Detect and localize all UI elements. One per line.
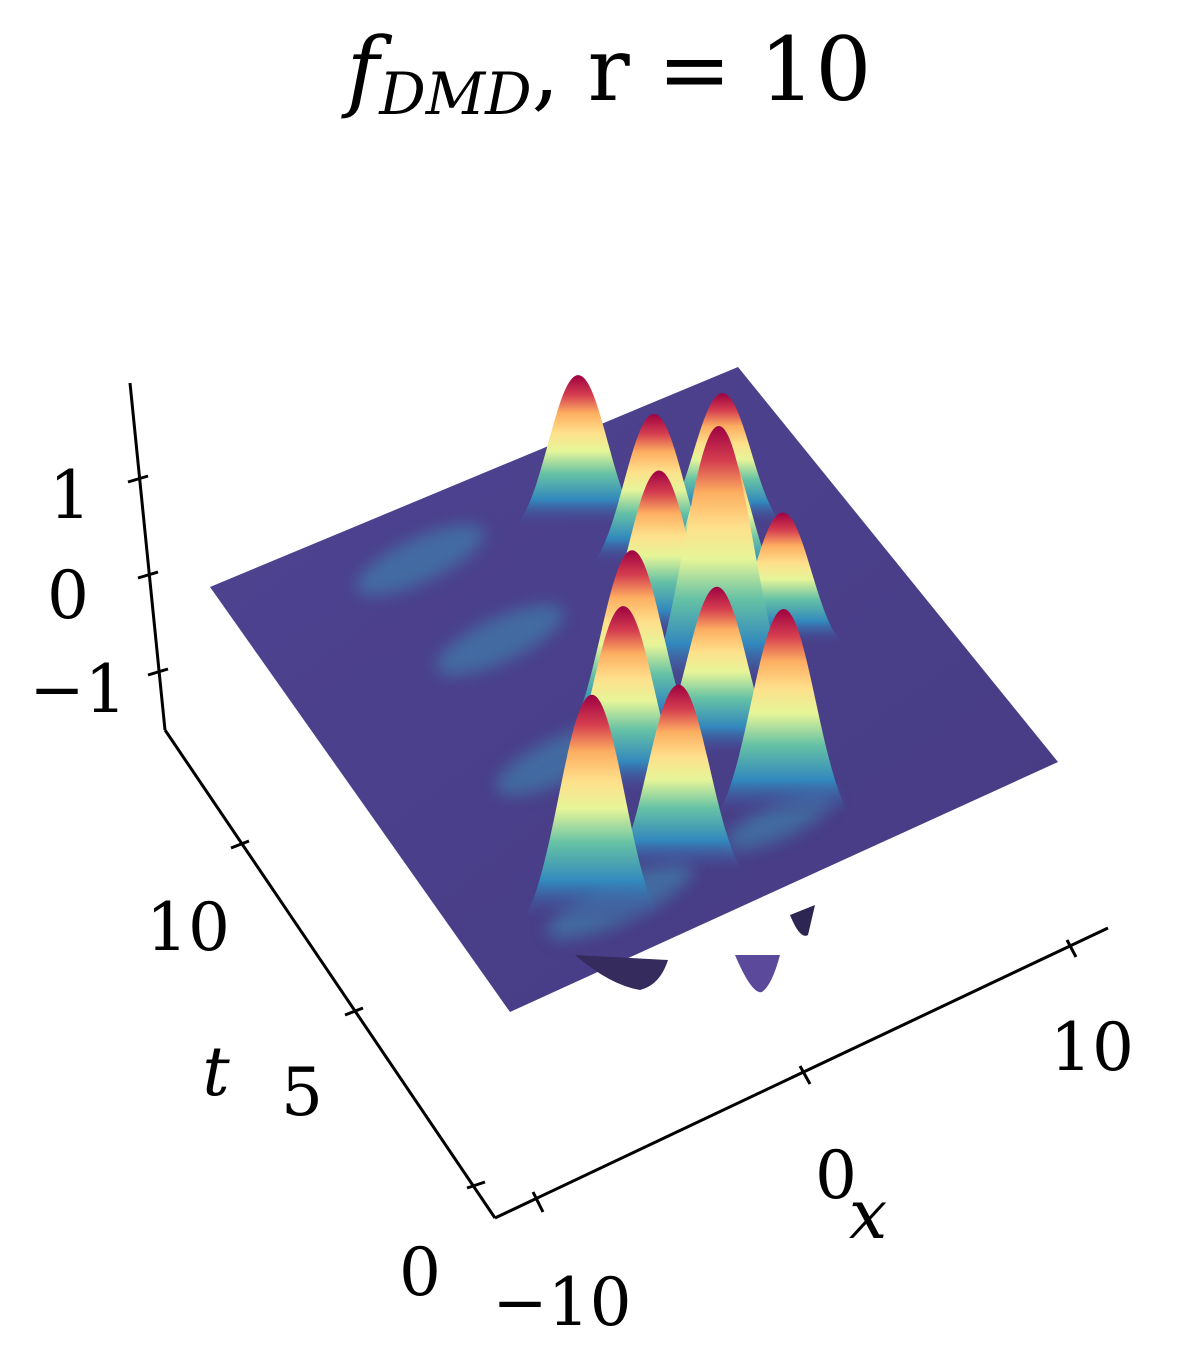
z-tick-neg1 [147, 667, 169, 677]
z-tick-label-neg1: −1 [29, 651, 126, 728]
t-axis-line [163, 729, 497, 1219]
z-tick-1 [127, 474, 149, 484]
surface-peak [610, 684, 747, 875]
t-tick-0 [466, 1180, 486, 1190]
surface-peaks [513, 375, 854, 923]
title-rest: , r = 10 [532, 18, 872, 121]
x-tick-0 [798, 1065, 812, 1085]
surface-peak [520, 694, 664, 923]
x-tick-label-0: 0 [815, 1137, 857, 1214]
surface-peak [513, 375, 643, 528]
t-tick-10 [230, 839, 250, 850]
x-axis-line [494, 926, 1109, 1220]
z-tick-label-1: 1 [49, 457, 91, 534]
surface-peak [713, 609, 854, 819]
x-tick-10 [1065, 939, 1078, 958]
x-axis-label: x [849, 1176, 887, 1255]
surface-dips [575, 905, 815, 993]
t-tick-label-10: 10 [146, 889, 230, 966]
t-tick-5 [344, 1006, 364, 1017]
t-tick-label-0: 0 [399, 1234, 441, 1311]
surface-peak [643, 426, 794, 692]
t-tick-label-5: 5 [281, 1054, 323, 1131]
plot-title: fDMD, r = 10 [341, 18, 872, 128]
z-axis-line [128, 382, 167, 731]
z-tick-0 [137, 570, 159, 580]
x-tick-label-10: 10 [1050, 1009, 1134, 1086]
z-tick-label-0: 0 [47, 557, 89, 634]
x-tick-neg10 [531, 1191, 545, 1213]
t-axis-label: t [202, 1033, 230, 1112]
title-subscript: DMD [378, 60, 531, 128]
x-tick-label-neg10: −10 [492, 1264, 631, 1341]
